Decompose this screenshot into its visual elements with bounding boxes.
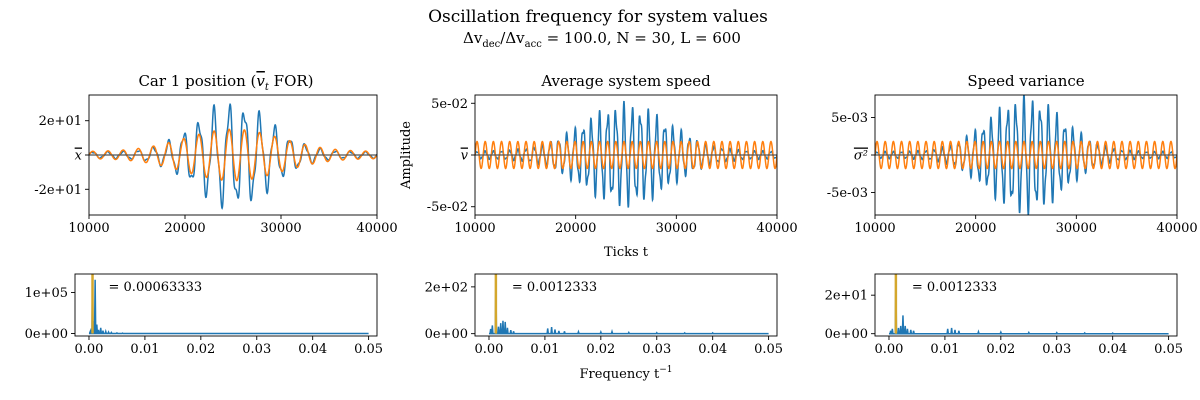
speed-spectrum-xtick-label: 0.04: [698, 342, 727, 357]
variance-spectrum-plot-area: [888, 274, 1169, 335]
panel-car-position-spectrum: = 0.00063333 0.00 0.01 0.02 0.03 0.04 0.05 1e+0…: [25, 273, 383, 357]
car-spectrum-ytick-label: 0e+00: [25, 327, 68, 342]
variance-spectrum-axes-frame: [874, 273, 1178, 337]
speed-variance-ytick-label: 5e-03: [831, 111, 868, 126]
car-spectrum-xtick-label: 0.04: [298, 342, 327, 357]
figure-title: Oscillation frequency for system values: [428, 7, 768, 27]
car-position-xtick-label: 40000: [356, 221, 397, 236]
variance-spectrum-peak-annotation: = 0.0012333: [912, 280, 997, 295]
panel-title-car-position: Car 1 position (vt FOR): [138, 72, 313, 93]
speed-spectrum-spectrum-line: [488, 275, 769, 335]
car-position-xtick-label: 10000: [68, 221, 109, 236]
amplitude-axis-label: Amplitude: [399, 121, 414, 190]
speed-variance-xtick-label: 20000: [955, 221, 996, 236]
speed-spectrum-axes-frame: [474, 273, 778, 337]
variance-spectrum-ytick-label: 2e+01: [825, 289, 868, 304]
variance-spectrum-xtick-label: 0.04: [1098, 342, 1127, 357]
car-spectrum-plot-area: [88, 274, 369, 335]
speed-variance-plot-area: [875, 95, 1177, 215]
variance-spectrum-xtick-label: 0.02: [986, 342, 1015, 357]
car-position-ytick-label: 2e+01: [39, 114, 82, 129]
panel-speed-variance: Speed variance 10000 20000 30000 40000 5e-03…: [827, 72, 1198, 236]
frequency-axis-label: Frequency t−1: [580, 365, 673, 382]
panel-average-speed: Average system speed Amplitude Ticks t 1…: [399, 72, 798, 260]
panel-average-speed-spectrum: Frequency t−1 = 0.0012333 0.00 0.01 0.02 0.0…: [425, 273, 783, 382]
variance-spectrum-xtick-label: 0.05: [1154, 342, 1183, 357]
average-speed-ytick-label: -5e-02: [427, 200, 468, 215]
speed-variance-xtick-label: 40000: [1156, 221, 1197, 236]
subtitle-mid: /Δv: [500, 29, 525, 47]
panel-title-speed-variance: Speed variance: [967, 72, 1084, 90]
average-speed-xtick-label: 40000: [756, 221, 797, 236]
figure-subtitle: Δvdec/Δvacc = 100.0, N = 30, L = 600: [463, 29, 741, 50]
car-position-ytick-label: -2e+01: [34, 183, 82, 198]
speed-variance-ytick-label: σ²: [854, 149, 868, 164]
subtitle-sub-acc: acc: [525, 39, 543, 50]
panel-speed-variance-spectrum: = 0.0012333 0.00 0.01 0.02 0.03 0.04 0.05 2e+01…: [825, 273, 1183, 357]
average-speed-plot-area: [475, 100, 777, 208]
car-position-plot-area: [89, 102, 377, 210]
speed-spectrum-xtick-label: 0.00: [475, 342, 504, 357]
panel-title-average-speed: Average system speed: [540, 72, 711, 90]
speed-spectrum-ytick-label: 2e+02: [425, 280, 468, 295]
speed-variance-xtick-label: 10000: [854, 221, 895, 236]
car-title-prefix: Car 1 position (: [138, 72, 256, 90]
car-title-math: v: [256, 72, 265, 90]
car-spectrum-xtick-label: 0.01: [130, 342, 159, 357]
speed-spectrum-xtick-label: 0.03: [642, 342, 671, 357]
panel-car-position: Car 1 position (vt FOR) 10000 20000 30000 4…: [34, 72, 397, 236]
subtitle-sub-dec: dec: [482, 39, 500, 50]
average-speed-xtick-label: 20000: [555, 221, 596, 236]
ticks-axis-label: Ticks t: [604, 245, 649, 260]
variance-spectrum-spectrum-line: [888, 274, 1169, 335]
speed-spectrum-ytick-label: 0e+00: [425, 327, 468, 342]
car-position-xtick-label: 30000: [260, 221, 301, 236]
subtitle-prefix: Δv: [463, 29, 483, 47]
speed-variance-xtick-label: 30000: [1056, 221, 1097, 236]
average-speed-ytick-label: v: [461, 149, 469, 164]
speed-spectrum-peak-annotation: = 0.0012333: [512, 280, 597, 295]
car-position-ytick-label: x: [75, 149, 83, 164]
variance-spectrum-xtick-label: 0.00: [875, 342, 904, 357]
car-spectrum-xtick-label: 0.00: [75, 342, 104, 357]
car-spectrum-axes-frame: [74, 273, 378, 337]
variance-spectrum-xtick-label: 0.01: [930, 342, 959, 357]
subtitle-suffix: = 100.0, N = 30, L = 600: [542, 29, 741, 47]
car-spectrum-xtick-label: 0.03: [242, 342, 271, 357]
speed-spectrum-xtick-label: 0.01: [530, 342, 559, 357]
car-spectrum-ytick-label: 1e+05: [25, 286, 68, 301]
speed-variance-ytick-label: -5e-03: [827, 186, 868, 201]
car-position-xtick-label: 20000: [164, 221, 205, 236]
speed-spectrum-xtick-label: 0.02: [586, 342, 615, 357]
average-speed-ytick-label: 5e-02: [431, 97, 468, 112]
frequency-label-sup: −1: [659, 365, 672, 375]
variance-spectrum-xtick-label: 0.03: [1042, 342, 1071, 357]
car-spectrum-xtick-label: 0.02: [186, 342, 215, 357]
variance-spectrum-ytick-label: 0e+00: [825, 327, 868, 342]
car-title-suffix: FOR): [269, 72, 314, 90]
car-spectrum-xtick-label: 0.05: [354, 342, 383, 357]
frequency-label-base: Frequency t: [580, 367, 660, 382]
average-speed-xtick-label: 30000: [656, 221, 697, 236]
car-spectrum-peak-annotation: = 0.00063333: [109, 280, 203, 295]
speed-spectrum-xtick-label: 0.05: [754, 342, 783, 357]
average-speed-xtick-label: 10000: [454, 221, 495, 236]
car-title-sub: t: [265, 82, 270, 93]
speed-spectrum-plot-area: [488, 274, 769, 335]
